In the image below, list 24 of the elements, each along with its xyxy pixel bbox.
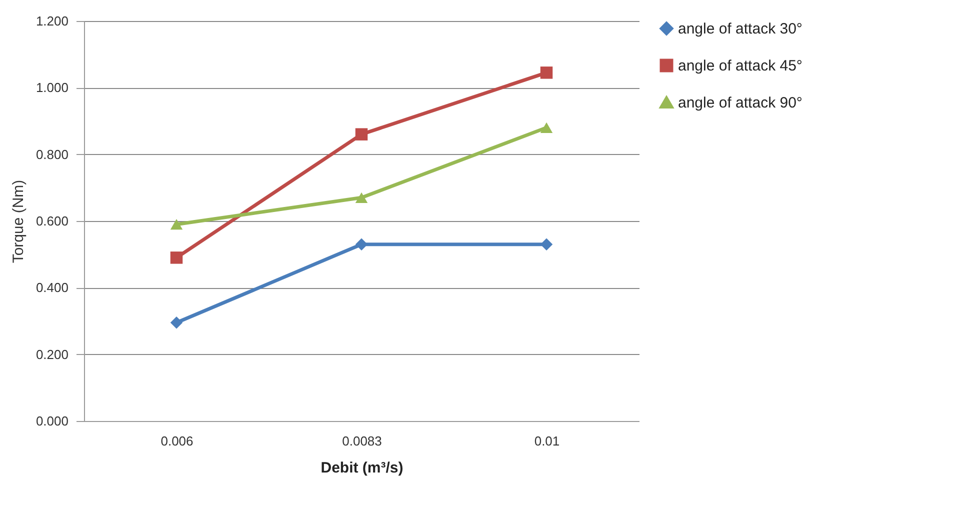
y-axis-title: Torque (Nm): [10, 180, 27, 264]
x-tick-label: 0.01: [534, 434, 560, 448]
point: [540, 122, 553, 133]
x-axis-title: Debit (m³/s): [320, 460, 404, 476]
point: [170, 316, 183, 329]
point: [355, 192, 368, 203]
legend-label: angle of attack 90°: [678, 94, 802, 112]
legend-label: angle of attack 45°: [678, 58, 802, 74]
x-tick-label: 0.006: [160, 434, 194, 448]
y-tick-label: 0.000: [36, 414, 68, 428]
legend-label: angle of attack 30°: [678, 20, 802, 38]
y-tick-label: 0.400: [36, 280, 68, 296]
point: [170, 219, 183, 230]
y-tick-label: 0.800: [36, 146, 68, 162]
y-tick-label: 1.000: [36, 80, 68, 96]
point: [355, 238, 368, 250]
point: [540, 238, 553, 250]
y-tick-label: 1.200: [36, 14, 68, 28]
y-tick-label: 0.600: [36, 214, 68, 228]
point: [355, 128, 368, 140]
point: [170, 252, 183, 264]
y-tick-label: 0.200: [36, 346, 68, 362]
x-tick-label: 0.0083: [342, 434, 382, 448]
point: [540, 66, 553, 79]
